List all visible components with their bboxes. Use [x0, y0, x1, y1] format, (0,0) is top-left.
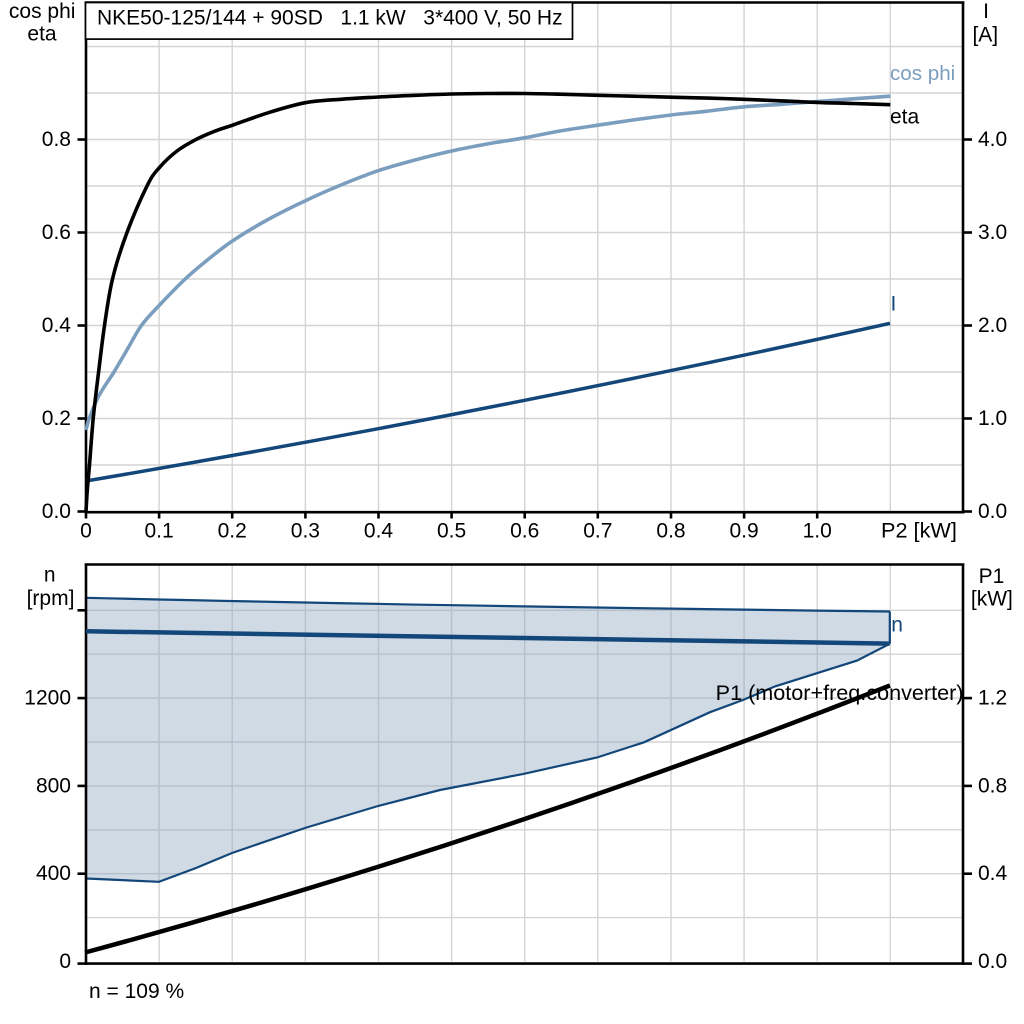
svg-text:0.0: 0.0: [42, 500, 71, 523]
svg-text:1.0: 1.0: [978, 407, 1007, 430]
svg-text:2.0: 2.0: [978, 314, 1007, 337]
svg-text:0.6: 0.6: [42, 221, 71, 244]
svg-text:I: I: [891, 293, 897, 316]
svg-text:n = 109 %: n = 109 %: [89, 980, 184, 1003]
svg-text:0.2: 0.2: [218, 520, 247, 543]
svg-text:0.4: 0.4: [978, 862, 1008, 885]
svg-text:0.4: 0.4: [364, 520, 394, 543]
svg-text:cos phi: cos phi: [890, 62, 955, 85]
svg-text:n: n: [891, 614, 903, 637]
svg-text:[rpm]: [rpm]: [27, 587, 75, 610]
svg-text:I: I: [983, 0, 989, 23]
svg-text:400: 400: [36, 862, 71, 885]
svg-text:P1: P1: [979, 565, 1005, 588]
svg-text:P2 [kW]: P2 [kW]: [881, 518, 957, 543]
svg-text:eta: eta: [27, 23, 57, 46]
svg-text:P1 (motor+freq.converter): P1 (motor+freq.converter): [716, 680, 964, 705]
svg-text:1.0: 1.0: [803, 520, 832, 543]
svg-text:0.2: 0.2: [42, 407, 71, 430]
svg-text:0.8: 0.8: [978, 774, 1007, 797]
svg-text:[kW]: [kW]: [971, 588, 1013, 611]
svg-text:0.1: 0.1: [144, 520, 173, 543]
svg-text:0.9: 0.9: [729, 520, 758, 543]
svg-text:0.7: 0.7: [583, 520, 612, 543]
svg-text:1200: 1200: [24, 687, 71, 710]
svg-text:0.0: 0.0: [978, 500, 1007, 523]
svg-text:0.8: 0.8: [42, 128, 71, 151]
svg-text:0: 0: [59, 950, 71, 973]
svg-text:0.6: 0.6: [510, 520, 539, 543]
svg-text:[A]: [A]: [972, 23, 998, 46]
svg-text:800: 800: [36, 774, 71, 797]
svg-text:0.8: 0.8: [656, 520, 685, 543]
svg-text:NKE50-125/144 + 90SD 1.1 kW: NKE50-125/144 + 90SD 1.1 kW 3*400 V, 50 …: [97, 7, 563, 30]
svg-text:0.0: 0.0: [978, 950, 1007, 973]
svg-text:3.0: 3.0: [978, 221, 1007, 244]
svg-text:0: 0: [80, 520, 92, 543]
svg-text:eta: eta: [890, 106, 920, 129]
svg-text:4.0: 4.0: [978, 128, 1007, 151]
svg-text:0.3: 0.3: [291, 520, 320, 543]
svg-text:0.5: 0.5: [437, 520, 466, 543]
svg-text:cos phi: cos phi: [9, 0, 76, 23]
svg-text:0.4: 0.4: [42, 314, 72, 337]
svg-text:1.2: 1.2: [978, 687, 1007, 710]
svg-text:n: n: [44, 563, 56, 586]
